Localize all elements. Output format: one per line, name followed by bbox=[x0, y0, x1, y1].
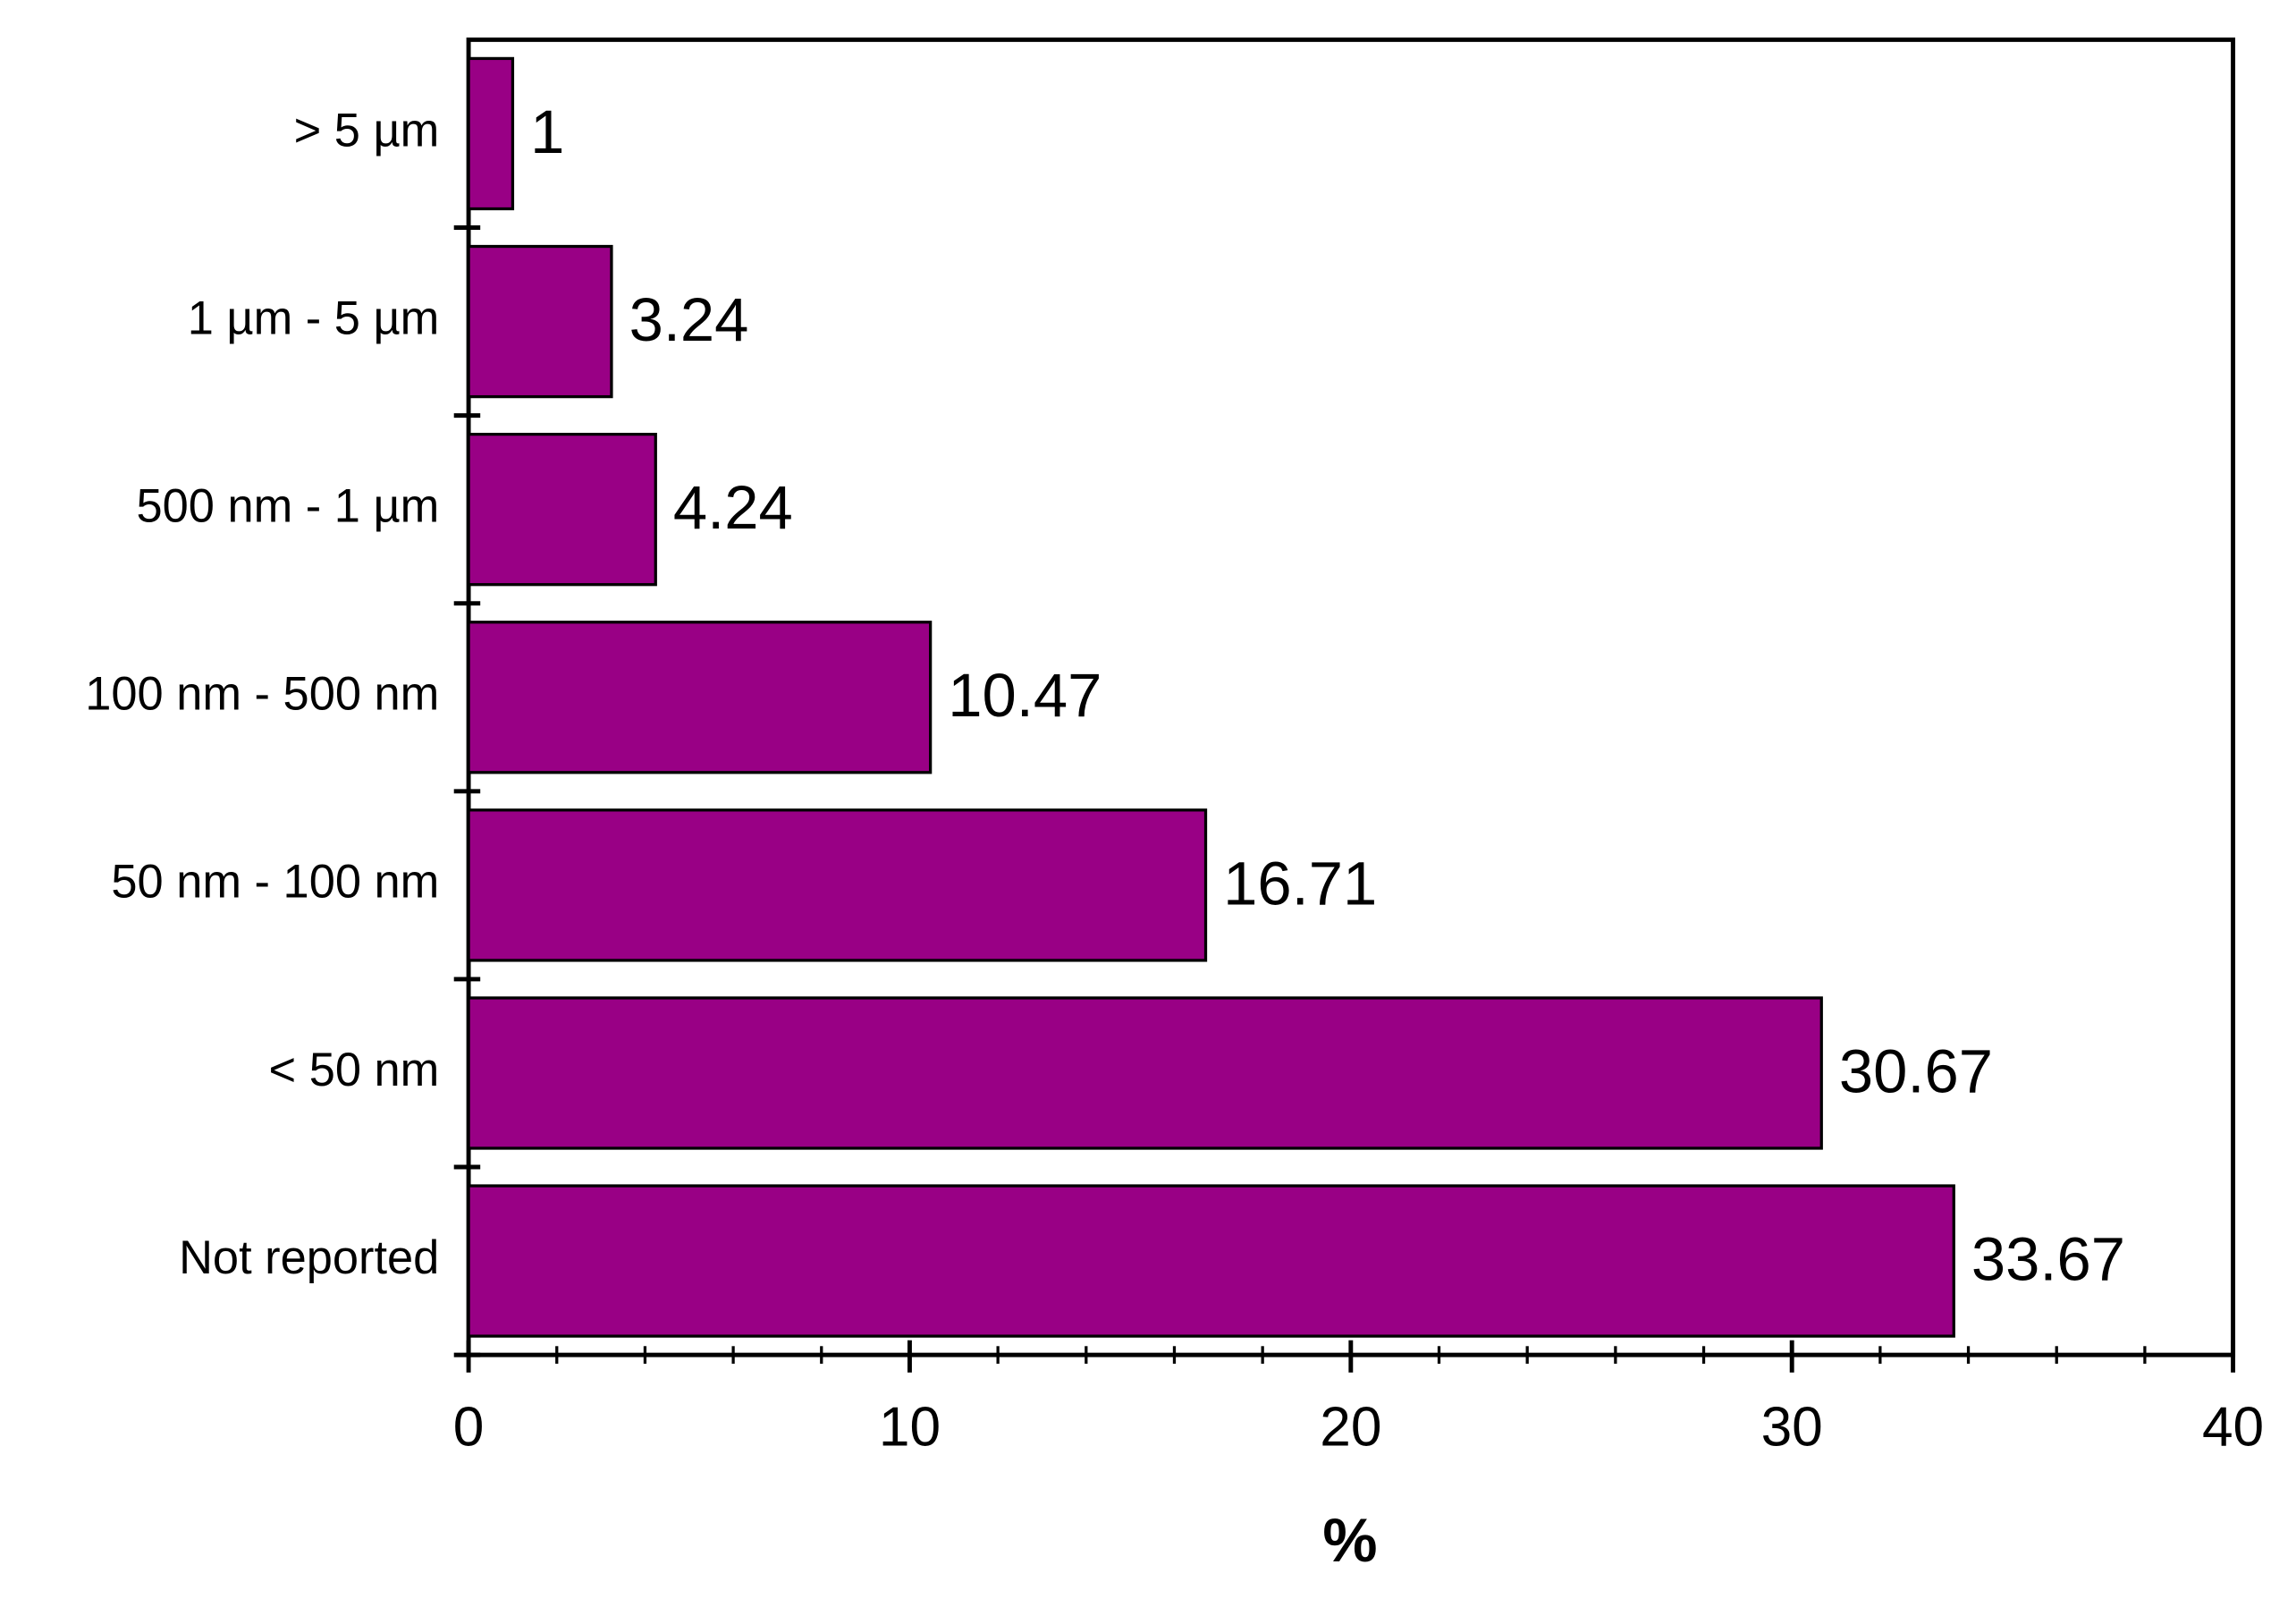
value-label: 16.71 bbox=[1223, 849, 1377, 918]
y-tick-label: 100 nm - 500 nm bbox=[85, 669, 439, 721]
x-tick-label: 20 bbox=[1320, 1397, 1381, 1459]
value-label: 33.67 bbox=[1971, 1225, 2125, 1294]
x-tick-label: 30 bbox=[1761, 1397, 1823, 1459]
bar bbox=[467, 621, 933, 774]
bar bbox=[467, 808, 1208, 962]
y-tick-label: < 50 nm bbox=[269, 1045, 440, 1096]
bar bbox=[467, 56, 515, 211]
x-tick-label: 40 bbox=[2202, 1397, 2264, 1459]
y-tick-label: 50 nm - 100 nm bbox=[111, 857, 439, 909]
y-tick-label: > 5 µm bbox=[294, 105, 440, 156]
value-label: 1 bbox=[530, 97, 564, 166]
y-tick-label: 500 nm - 1 µm bbox=[136, 481, 439, 533]
bar bbox=[467, 1184, 1955, 1338]
value-label: 10.47 bbox=[948, 661, 1102, 730]
value-label: 4.24 bbox=[673, 473, 793, 542]
value-label: 3.24 bbox=[629, 285, 749, 354]
bar bbox=[467, 432, 657, 587]
y-tick-label: Not reported bbox=[179, 1232, 439, 1284]
x-axis-label: % bbox=[1322, 1506, 1377, 1575]
value-label: 30.67 bbox=[1839, 1036, 1993, 1105]
x-tick-label: 10 bbox=[879, 1397, 941, 1459]
x-tick-label: 0 bbox=[453, 1397, 485, 1459]
y-tick-label: 1 µm - 5 µm bbox=[188, 292, 440, 344]
bar bbox=[467, 996, 1823, 1150]
bar bbox=[467, 244, 613, 399]
